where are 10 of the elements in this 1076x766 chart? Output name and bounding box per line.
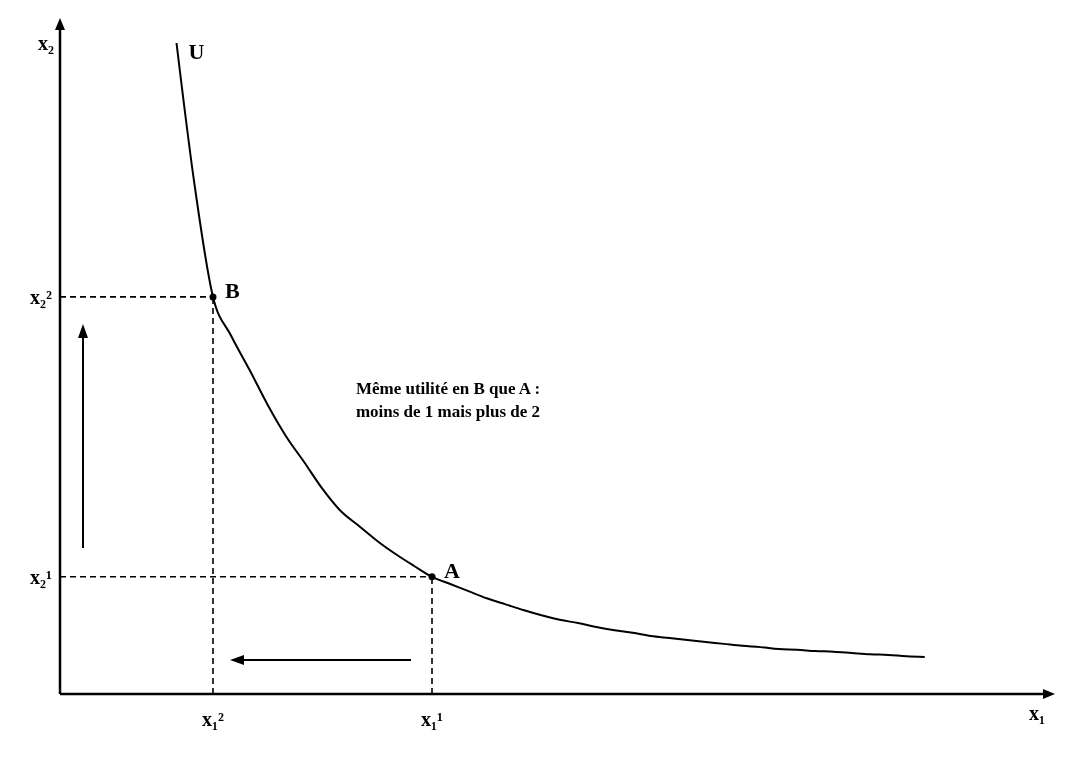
ref-line-label: x₂¹ [30,565,52,588]
annotation: B [225,277,240,303]
ref-line-label: x₂² [30,285,52,308]
annotation: Même utilité en B que A : moins de 1 mais plus de 2 [355,379,541,421]
text: x₂ [38,32,54,54]
series-label: U [188,39,205,64]
x-tick-label: x₁¹ [421,708,443,730]
x-tick-label: x₁² [202,708,224,730]
annotation: A [444,557,460,583]
x-axis-title: x₁ [1029,702,1045,724]
